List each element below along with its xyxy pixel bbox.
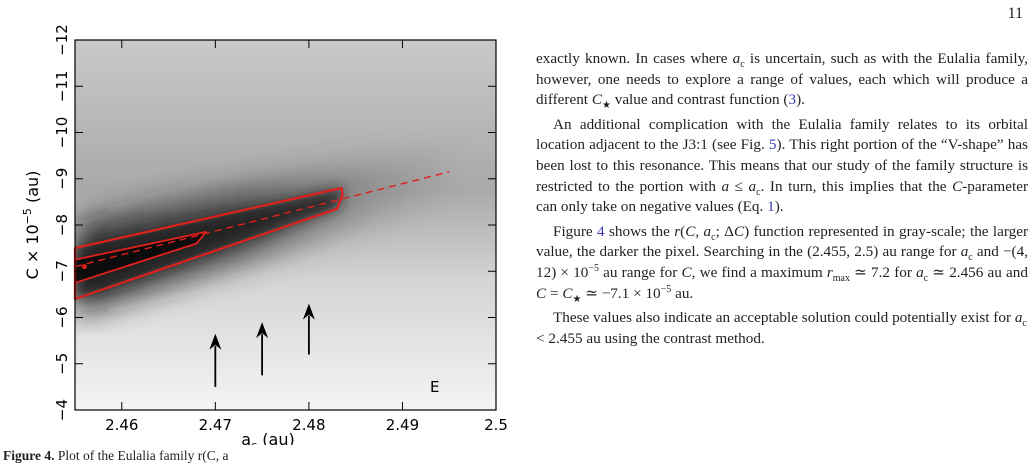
arrow-head <box>256 322 269 339</box>
y-tick-label: −5 <box>53 353 71 375</box>
x-tick-label: 2.5 <box>484 416 508 434</box>
x-tick-label: 2.46 <box>105 416 138 434</box>
caption-prefix: Figure 4. <box>3 448 55 463</box>
x-tick-label: 2.49 <box>386 416 419 434</box>
x-axis-title: ac (au) <box>241 430 294 445</box>
y-tick-label: −11 <box>53 70 71 102</box>
x-axis-title-unit: (au) <box>262 430 294 445</box>
density-peak <box>75 231 206 283</box>
y-tick-label: −4 <box>53 399 71 421</box>
page-number: 11 <box>1007 5 1023 22</box>
x-axis-title-var: a <box>241 430 251 445</box>
arrow-head <box>209 333 222 350</box>
x-tick-label: 2.48 <box>292 416 325 434</box>
y-tick-label: −6 <box>53 306 71 328</box>
body-text-column: exactly known. In cases where ac is unce… <box>536 49 1028 353</box>
density-plot: 2.46 2.47 2.48 2.49 2.5 −4 −5 −6 −7 −8 −9 −10 −11 −12… <box>21 24 508 445</box>
figure-4: 2.46 2.47 2.48 2.49 2.5 −4 −5 −6 −7 −8 −9 −10 −11 −12… <box>3 24 513 466</box>
caption-text: Plot of the Eulalia family r(C, a <box>57 448 229 463</box>
arrow-head <box>302 303 315 320</box>
paragraph-1: exactly known. In cases where ac is unce… <box>536 50 1028 112</box>
y-tick-label: −12 <box>53 24 71 56</box>
panel-letter: E <box>430 378 439 396</box>
dashed-fit-line <box>74 171 450 268</box>
paragraph-2: An additional complication with the Eula… <box>536 115 1028 216</box>
maximum-marker <box>81 264 87 270</box>
y-tick-label: −10 <box>53 117 71 149</box>
paragraph-4: These values also indicate an acceptable… <box>536 309 1027 347</box>
y-tick-label: −9 <box>53 168 71 190</box>
x-axis-title-sub: c <box>251 439 257 445</box>
y-tick-label: −7 <box>53 260 71 282</box>
y-axis-title-exp: −5 <box>21 208 34 224</box>
y-axis-title: C × 10−5 (au) <box>21 171 42 280</box>
paragraph-3: Figure 4 shows the r(C, ac; ΔC) function… <box>536 222 1029 305</box>
y-tick-label: −8 <box>53 214 71 236</box>
y-axis-title-unit: (au) <box>23 171 42 203</box>
x-tick-label: 2.47 <box>199 416 232 434</box>
figure-caption: Figure 4. Plot of the Eulalia family r(C… <box>3 446 513 466</box>
y-axis-title-main: C × 10 <box>23 224 42 279</box>
